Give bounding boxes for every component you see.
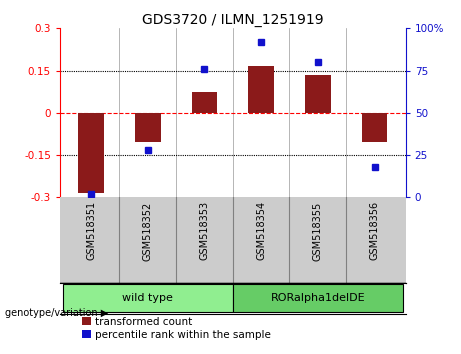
Text: RORalpha1delDE: RORalpha1delDE (271, 293, 365, 303)
Bar (192, 92, 217, 113)
Text: GSM518354: GSM518354 (256, 201, 266, 261)
FancyBboxPatch shape (233, 285, 403, 312)
Text: genotype/variation ▶: genotype/variation ▶ (5, 308, 108, 318)
Text: GSM518351: GSM518351 (86, 201, 96, 261)
Bar (362, 113, 387, 142)
Text: GSM518352: GSM518352 (143, 201, 153, 261)
Bar (78, 113, 104, 193)
Text: wild type: wild type (122, 293, 173, 303)
Bar (135, 113, 160, 142)
Bar (248, 66, 274, 113)
Bar (305, 75, 331, 113)
Text: GSM518353: GSM518353 (200, 201, 209, 261)
Text: GSM518355: GSM518355 (313, 201, 323, 261)
Legend: transformed count, percentile rank within the sample: transformed count, percentile rank withi… (83, 317, 271, 339)
Text: GSM518356: GSM518356 (370, 201, 379, 261)
FancyBboxPatch shape (63, 285, 233, 312)
Title: GDS3720 / ILMN_1251919: GDS3720 / ILMN_1251919 (142, 13, 324, 27)
